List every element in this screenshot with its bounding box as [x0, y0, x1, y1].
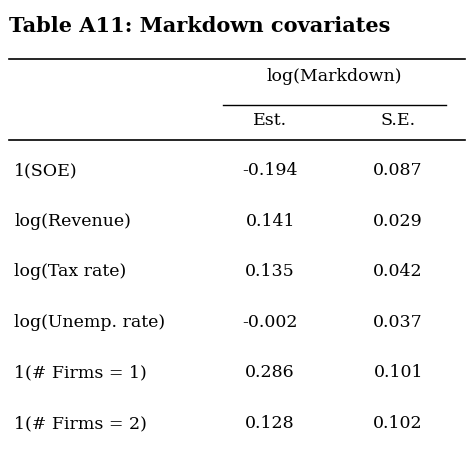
Text: Est.: Est.: [253, 112, 287, 129]
Text: -0.194: -0.194: [242, 162, 298, 179]
Text: 1(# Firms = 1): 1(# Firms = 1): [14, 365, 147, 381]
Text: Table A11: Markdown covariates: Table A11: Markdown covariates: [9, 16, 391, 37]
Text: 0.128: 0.128: [246, 415, 295, 432]
Text: log(Unemp. rate): log(Unemp. rate): [14, 314, 165, 331]
Text: log(Markdown): log(Markdown): [266, 68, 402, 85]
Text: 0.286: 0.286: [246, 365, 295, 381]
Text: log(Tax rate): log(Tax rate): [14, 263, 127, 280]
Text: 1(# Firms = 2): 1(# Firms = 2): [14, 415, 147, 432]
Text: 0.087: 0.087: [374, 162, 423, 179]
Text: 0.135: 0.135: [246, 263, 295, 280]
Text: 0.029: 0.029: [374, 213, 423, 230]
Text: 0.141: 0.141: [246, 213, 295, 230]
Text: log(Revenue): log(Revenue): [14, 213, 131, 230]
Text: 1(SOE): 1(SOE): [14, 162, 78, 179]
Text: 0.101: 0.101: [374, 365, 423, 381]
Text: S.E.: S.E.: [381, 112, 416, 129]
Text: -0.002: -0.002: [242, 314, 298, 331]
Text: 0.037: 0.037: [374, 314, 423, 331]
Text: 0.042: 0.042: [374, 263, 423, 280]
Text: 0.102: 0.102: [374, 415, 423, 432]
